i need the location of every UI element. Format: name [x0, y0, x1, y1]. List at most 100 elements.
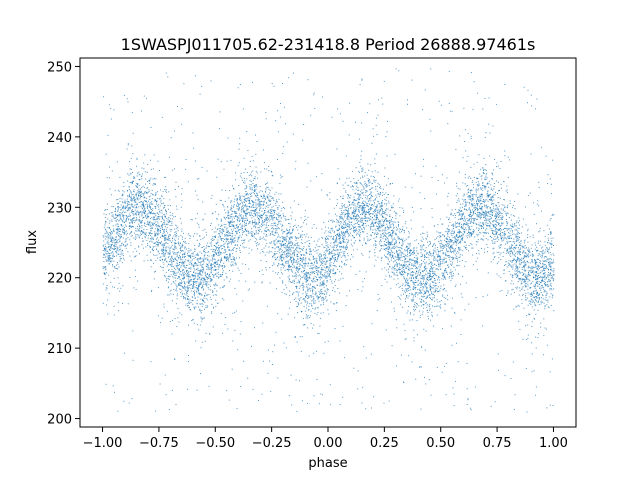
data-point	[552, 237, 554, 239]
data-point	[220, 238, 222, 240]
data-point	[149, 238, 151, 240]
data-point	[332, 270, 334, 272]
data-point	[332, 255, 334, 256]
data-point	[347, 194, 349, 196]
data-point	[429, 250, 431, 252]
data-point	[150, 177, 152, 179]
data-point	[402, 252, 404, 254]
data-point	[104, 257, 106, 259]
data-point	[261, 249, 263, 251]
data-point	[426, 267, 428, 269]
data-point	[116, 219, 118, 221]
data-point	[193, 147, 195, 149]
data-point	[246, 230, 248, 232]
data-point	[316, 270, 317, 271]
data-point	[531, 342, 533, 344]
data-point	[302, 318, 304, 320]
data-point	[122, 221, 124, 223]
data-point	[329, 236, 331, 238]
data-point	[128, 219, 130, 221]
data-point	[226, 390, 228, 392]
data-point	[416, 281, 418, 283]
data-point	[218, 276, 220, 278]
data-point	[271, 216, 273, 217]
data-point	[312, 268, 314, 270]
data-point	[426, 278, 427, 280]
data-point	[249, 184, 251, 186]
data-point	[201, 274, 203, 276]
data-point	[109, 248, 110, 250]
data-point	[513, 257, 515, 259]
data-point	[331, 219, 333, 221]
data-point	[232, 248, 234, 250]
data-point	[139, 234, 141, 236]
data-point	[450, 273, 452, 275]
data-point	[278, 223, 280, 225]
data-point	[428, 277, 430, 279]
data-point	[421, 247, 423, 249]
data-point	[379, 250, 381, 252]
data-point	[305, 273, 307, 275]
data-point	[451, 278, 453, 279]
data-point	[429, 262, 431, 264]
data-point	[198, 306, 199, 308]
data-point	[450, 239, 451, 241]
data-point	[399, 297, 400, 299]
data-point	[503, 238, 505, 240]
data-point	[387, 240, 389, 242]
data-point	[320, 293, 322, 294]
data-point	[190, 255, 192, 257]
data-point	[538, 262, 540, 264]
data-point	[468, 198, 470, 200]
data-point	[254, 327, 255, 329]
data-point	[550, 288, 552, 289]
data-point	[144, 171, 146, 173]
data-point	[432, 287, 434, 289]
data-point	[422, 261, 424, 262]
data-point	[234, 212, 236, 214]
data-point	[426, 290, 428, 292]
data-point	[288, 237, 290, 239]
data-point	[426, 295, 428, 297]
data-point	[329, 294, 331, 296]
data-point	[386, 208, 387, 210]
data-point	[482, 172, 484, 174]
data-point	[538, 231, 540, 233]
data-point	[425, 303, 427, 305]
data-point	[183, 257, 185, 259]
data-point	[238, 280, 240, 282]
data-point	[392, 229, 394, 231]
data-point	[414, 262, 416, 264]
data-point	[501, 289, 503, 291]
data-point	[166, 265, 168, 267]
data-point	[230, 221, 232, 223]
data-point	[164, 238, 166, 239]
data-point	[378, 227, 380, 229]
data-point	[402, 283, 404, 285]
data-point	[170, 260, 172, 262]
data-point	[271, 223, 273, 224]
data-point	[458, 265, 460, 267]
data-point	[378, 223, 380, 225]
data-point	[193, 283, 195, 285]
data-point	[509, 159, 511, 161]
data-point	[458, 198, 460, 200]
data-point	[308, 245, 310, 247]
data-point	[352, 189, 354, 191]
data-point	[512, 275, 514, 277]
data-point	[460, 231, 462, 233]
data-point	[477, 214, 479, 216]
data-point	[137, 172, 138, 174]
data-point	[194, 308, 195, 310]
data-point	[508, 235, 510, 237]
data-point	[278, 228, 280, 229]
data-point	[531, 260, 533, 262]
data-point	[337, 249, 339, 251]
data-point	[127, 303, 129, 305]
data-point	[205, 294, 207, 296]
data-point	[245, 187, 247, 189]
data-point	[171, 255, 173, 257]
data-point	[225, 257, 226, 259]
data-point	[220, 220, 222, 222]
data-point	[134, 209, 136, 211]
